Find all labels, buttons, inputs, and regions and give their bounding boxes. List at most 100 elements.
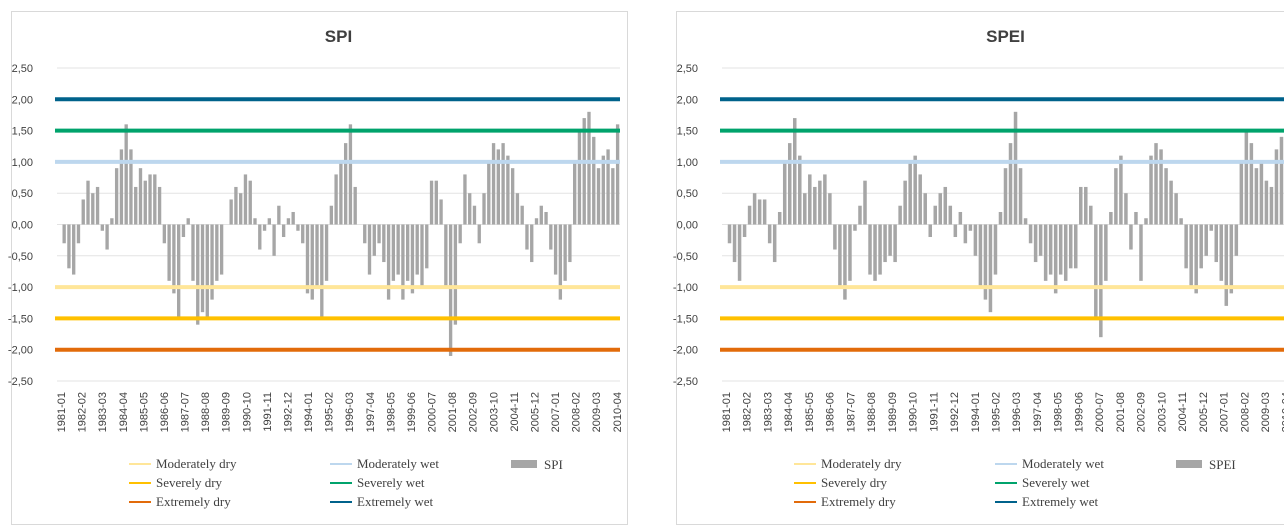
bar bbox=[1109, 211, 1113, 225]
legend-label: Moderately dry bbox=[156, 456, 237, 471]
legend-label: Extremely wet bbox=[1022, 494, 1099, 509]
bar bbox=[506, 155, 510, 225]
bar bbox=[210, 224, 214, 300]
bar bbox=[1129, 224, 1133, 250]
bar bbox=[301, 224, 305, 244]
bar bbox=[983, 224, 988, 300]
legend-label: Severely dry bbox=[156, 475, 223, 490]
bar bbox=[953, 224, 958, 238]
legend-label: Moderately wet bbox=[1022, 456, 1104, 471]
y-tick-label: -1,50 bbox=[8, 313, 33, 325]
bar bbox=[777, 211, 782, 225]
bar bbox=[808, 174, 812, 225]
bar bbox=[968, 224, 973, 231]
x-tick-label: 2005-12 bbox=[530, 392, 542, 432]
bar bbox=[737, 224, 742, 281]
bar bbox=[888, 224, 892, 256]
bar bbox=[372, 224, 376, 256]
bar bbox=[757, 199, 762, 225]
bar bbox=[525, 224, 529, 250]
bar bbox=[1154, 143, 1158, 225]
bar bbox=[234, 186, 238, 225]
x-tick-label: 2000-07 bbox=[1094, 392, 1106, 432]
bar bbox=[1194, 224, 1198, 294]
x-tick-label: 2009-03 bbox=[591, 392, 603, 432]
x-tick-label: 2002-09 bbox=[1136, 392, 1148, 432]
bar bbox=[281, 224, 286, 238]
bar bbox=[205, 224, 209, 319]
bar bbox=[410, 224, 415, 294]
bar bbox=[377, 224, 381, 244]
legend-label: Moderately dry bbox=[821, 456, 902, 471]
bar bbox=[1159, 149, 1163, 225]
bar bbox=[1003, 168, 1008, 225]
bar bbox=[67, 224, 71, 269]
bar bbox=[553, 224, 558, 275]
bar bbox=[239, 193, 243, 225]
bar bbox=[167, 224, 171, 281]
x-tick-label: 2001-08 bbox=[447, 392, 459, 432]
y-tick-label: 1,50 bbox=[12, 126, 33, 138]
bar bbox=[838, 224, 842, 288]
bar bbox=[472, 205, 477, 225]
bar bbox=[813, 186, 817, 225]
bar bbox=[267, 218, 271, 225]
y-tick-label: 2,00 bbox=[12, 94, 33, 106]
x-tick-label: 1986-06 bbox=[159, 392, 171, 432]
bar bbox=[453, 224, 458, 325]
x-tick-label: 1984-04 bbox=[783, 392, 795, 432]
bar bbox=[1114, 168, 1118, 225]
bar bbox=[843, 224, 847, 300]
bar bbox=[963, 224, 968, 244]
x-tick-label: 1999-06 bbox=[1073, 392, 1085, 432]
x-tick-label: 1986-06 bbox=[825, 392, 837, 432]
bar bbox=[1259, 161, 1264, 225]
bar bbox=[406, 224, 410, 281]
x-tick-label: 1996-03 bbox=[344, 392, 356, 432]
bar bbox=[248, 180, 252, 225]
x-tick-label: 1982-02 bbox=[77, 392, 89, 432]
x-tick-label: 2007-01 bbox=[1219, 392, 1231, 432]
bar bbox=[1089, 205, 1093, 225]
bar bbox=[988, 224, 993, 313]
bar bbox=[119, 149, 124, 225]
bar bbox=[868, 224, 872, 275]
bar bbox=[229, 199, 233, 225]
bar bbox=[928, 224, 932, 238]
bar bbox=[534, 218, 539, 225]
bar bbox=[1013, 111, 1018, 225]
bar bbox=[1018, 168, 1023, 225]
bar bbox=[1184, 224, 1188, 269]
bar bbox=[324, 224, 329, 281]
bar bbox=[425, 224, 429, 269]
bar bbox=[296, 224, 300, 231]
bar bbox=[510, 168, 515, 225]
bar bbox=[918, 174, 922, 225]
legend-label: Moderately wet bbox=[357, 456, 439, 471]
bar bbox=[1048, 224, 1053, 275]
y-tick-label: 0,50 bbox=[677, 188, 698, 200]
bar bbox=[172, 224, 176, 294]
bar bbox=[1099, 224, 1103, 338]
bar bbox=[544, 211, 548, 225]
y-tick-label: -1,00 bbox=[8, 282, 33, 294]
bar bbox=[732, 224, 737, 263]
x-tick-label: 1994-01 bbox=[970, 392, 982, 432]
bar bbox=[153, 174, 157, 225]
bar bbox=[1084, 186, 1088, 225]
bar bbox=[563, 224, 567, 281]
bar bbox=[601, 155, 605, 225]
bar bbox=[482, 193, 486, 225]
bar bbox=[1264, 180, 1269, 225]
bar bbox=[444, 224, 448, 288]
bar bbox=[1239, 161, 1244, 225]
bar bbox=[818, 180, 822, 225]
bar bbox=[549, 224, 553, 250]
bar bbox=[1104, 224, 1108, 281]
bar bbox=[448, 224, 453, 356]
bar bbox=[477, 224, 481, 244]
x-tick-label: 1998-05 bbox=[385, 392, 397, 432]
bar bbox=[615, 124, 620, 225]
bar bbox=[515, 193, 520, 225]
bar bbox=[823, 174, 827, 225]
